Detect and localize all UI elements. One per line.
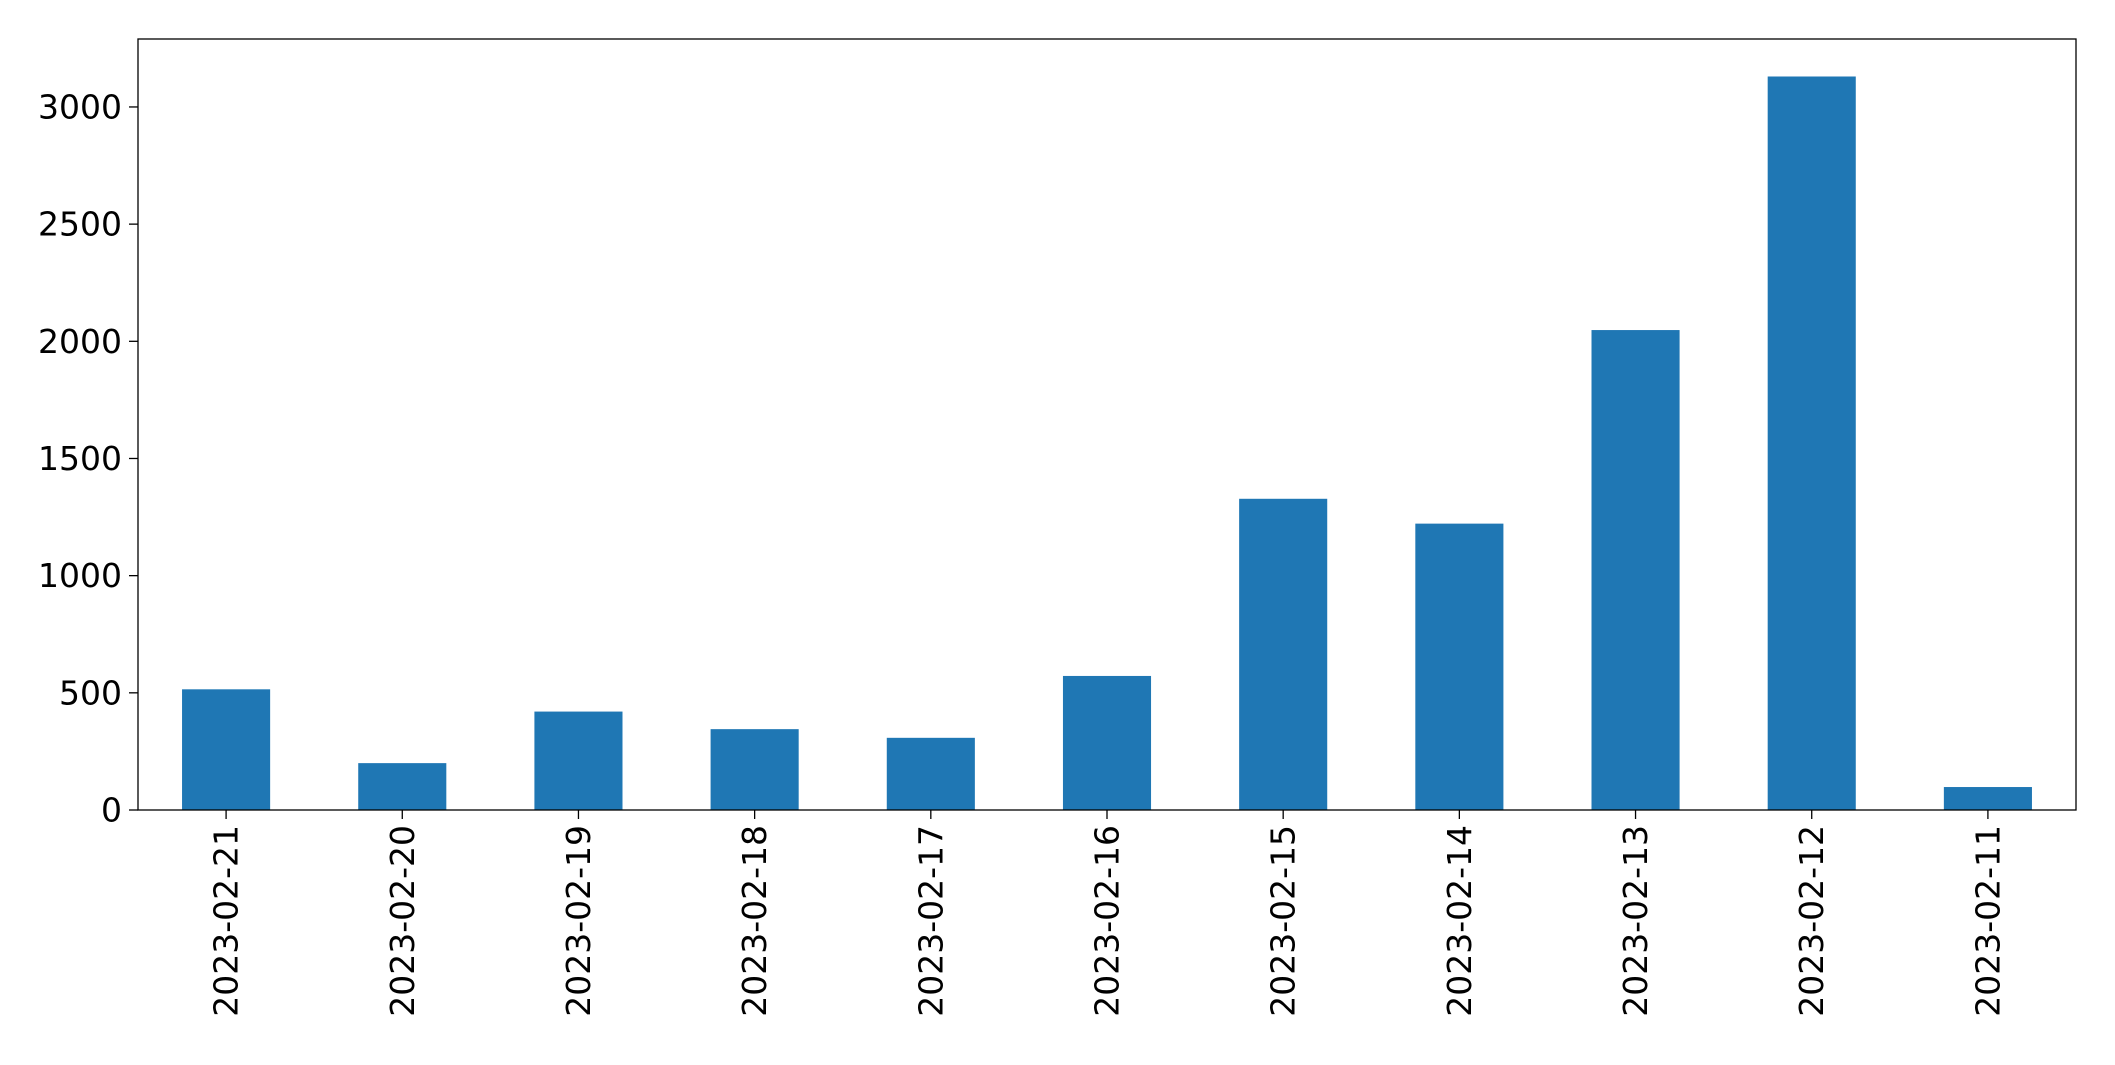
x-tick-label: 2023-02-11 [1968, 825, 2007, 1017]
bar [358, 763, 447, 810]
y-tick-label: 2500 [38, 205, 122, 244]
x-tick-label: 2023-02-20 [383, 825, 422, 1017]
y-axis: 0 500 1000 1500 2000 2500 3000 [38, 87, 138, 830]
x-tick-label: 2023-02-12 [1792, 825, 1831, 1017]
plot-frame [137, 38, 2077, 811]
bar [534, 711, 623, 810]
x-tick-label: 2023-02-13 [1616, 825, 1655, 1017]
bar [1062, 675, 1152, 810]
bar [1415, 523, 1504, 810]
y-tick-label: 1000 [38, 556, 122, 595]
bar [1591, 330, 1680, 810]
y-tick-label: 1500 [38, 439, 122, 478]
x-tick-label: 2023-02-21 [207, 825, 246, 1017]
bar [1767, 76, 1856, 811]
x-tick-label: 2023-02-18 [735, 825, 774, 1017]
bar [182, 689, 271, 810]
bar [1943, 787, 2032, 810]
x-tick-label: 2023-02-19 [559, 825, 598, 1017]
y-tick-label: 0 [101, 791, 122, 830]
x-tick-label: 2023-02-17 [911, 825, 950, 1017]
x-tick-label: 2023-02-14 [1440, 825, 1479, 1017]
x-axis: 2023-02-21 2023-02-20 2023-02-19 2023-02-18… [207, 810, 2007, 1017]
y-tick-label: 2000 [38, 322, 122, 361]
y-tick-label: 3000 [38, 87, 122, 126]
x-tick-label: 2023-02-16 [1088, 825, 1127, 1017]
bar [1239, 498, 1328, 810]
bars-layer [182, 76, 2032, 811]
x-tick-label: 2023-02-15 [1264, 825, 1303, 1017]
bar [886, 737, 975, 810]
y-tick-label: 500 [59, 673, 122, 712]
bar [710, 729, 799, 810]
